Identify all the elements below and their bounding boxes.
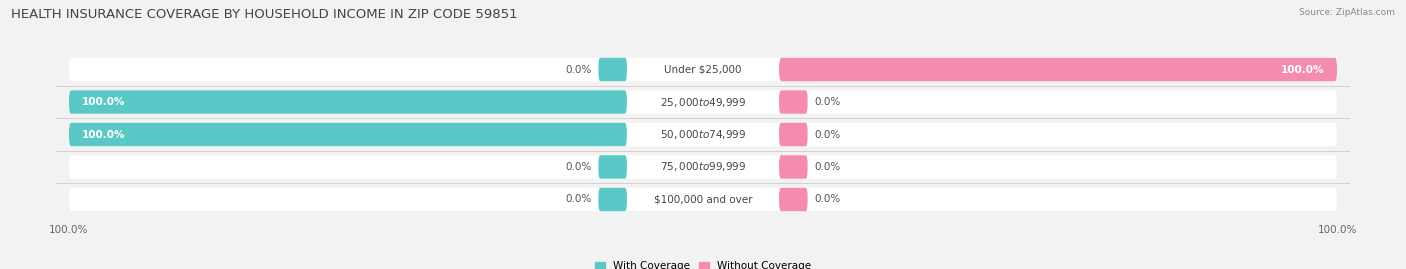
Text: 100.0%: 100.0% [1281,65,1324,75]
Text: HEALTH INSURANCE COVERAGE BY HOUSEHOLD INCOME IN ZIP CODE 59851: HEALTH INSURANCE COVERAGE BY HOUSEHOLD I… [11,8,517,21]
FancyBboxPatch shape [69,123,1337,146]
FancyBboxPatch shape [779,188,807,211]
Text: 0.0%: 0.0% [565,162,592,172]
Text: 0.0%: 0.0% [565,65,592,75]
FancyBboxPatch shape [599,188,627,211]
FancyBboxPatch shape [69,90,627,114]
Text: Under $25,000: Under $25,000 [664,65,742,75]
Text: $75,000 to $99,999: $75,000 to $99,999 [659,161,747,174]
Text: $100,000 and over: $100,000 and over [654,194,752,204]
Text: 0.0%: 0.0% [814,162,841,172]
Text: $50,000 to $74,999: $50,000 to $74,999 [659,128,747,141]
FancyBboxPatch shape [779,58,1337,81]
Text: 0.0%: 0.0% [565,194,592,204]
FancyBboxPatch shape [69,155,1337,179]
Text: $25,000 to $49,999: $25,000 to $49,999 [659,95,747,108]
Text: 0.0%: 0.0% [814,194,841,204]
FancyBboxPatch shape [599,58,627,81]
Text: Source: ZipAtlas.com: Source: ZipAtlas.com [1299,8,1395,17]
FancyBboxPatch shape [69,123,627,146]
FancyBboxPatch shape [599,155,627,179]
Text: 0.0%: 0.0% [814,97,841,107]
FancyBboxPatch shape [779,155,807,179]
Text: 100.0%: 100.0% [82,129,125,140]
FancyBboxPatch shape [779,123,807,146]
Legend: With Coverage, Without Coverage: With Coverage, Without Coverage [591,257,815,269]
Text: 100.0%: 100.0% [82,97,125,107]
Text: 0.0%: 0.0% [814,129,841,140]
FancyBboxPatch shape [69,58,1337,81]
FancyBboxPatch shape [69,188,1337,211]
FancyBboxPatch shape [69,90,1337,114]
FancyBboxPatch shape [779,90,807,114]
